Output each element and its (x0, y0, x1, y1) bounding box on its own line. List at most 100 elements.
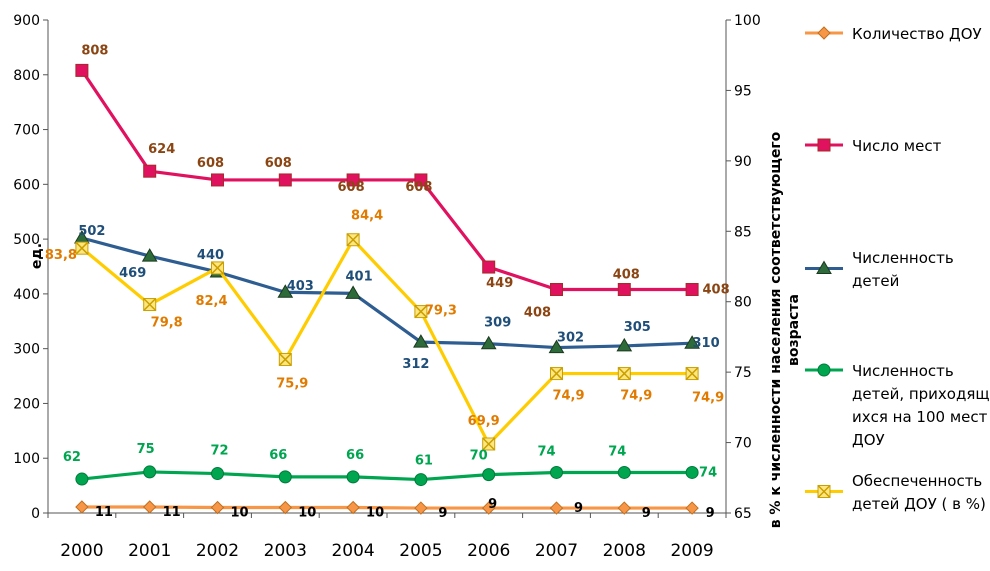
legend-label: детей, приходящ (852, 385, 990, 403)
series-5-point (617, 367, 631, 381)
marker-shape (75, 63, 89, 77)
series-5-data-label: 74,9 (552, 389, 584, 404)
y-right-axis-title-line1: в % к численности населения соответствую… (768, 131, 784, 528)
marker-shape (414, 473, 428, 487)
series-3-point (345, 285, 361, 299)
series-4-data-label: 74 (699, 465, 717, 480)
y-left-tick-label: 300 (13, 342, 40, 358)
y-left-axis-title: ед. (29, 243, 45, 269)
series-2-point (617, 283, 631, 297)
legend-marker (817, 138, 831, 152)
series-3-data-label: 309 (484, 316, 511, 331)
series-4-point (685, 465, 699, 479)
marker-shape (278, 173, 292, 187)
series-line-5 (80, 238, 693, 446)
legend-label: детей ДОУ ( в %) (852, 495, 986, 513)
marker-shape (75, 472, 89, 486)
marker-shape (345, 285, 361, 299)
marker-shape (616, 337, 633, 352)
series-2-point (278, 173, 292, 187)
series-4-data-label: 61 (415, 454, 433, 469)
marker-shape (548, 339, 565, 354)
legend-label: Количество ДОУ (852, 25, 982, 43)
marker-shape (685, 465, 699, 479)
x-tick-label: 2009 (670, 541, 713, 561)
series-4-data-label: 66 (269, 448, 287, 463)
y-right-axis-title-line2: возраста (786, 294, 802, 366)
series-1-point (75, 500, 89, 514)
series-1-point (142, 500, 157, 514)
series-line-3 (81, 236, 693, 350)
legend-marker (817, 26, 831, 40)
series-3-data-label: 502 (78, 224, 105, 239)
series-4-point (414, 473, 428, 487)
series-3-point (684, 335, 700, 349)
y-left-tick-label: 500 (13, 232, 40, 248)
series-4-data-label: 75 (137, 442, 155, 457)
series-1-data-label: 11 (163, 505, 181, 520)
marker-cross (617, 367, 631, 381)
legend-marker-cross (817, 484, 831, 499)
marker-shape (481, 501, 496, 515)
legend-marker (816, 260, 832, 274)
series-4-data-label: 66 (346, 448, 364, 463)
marker-shape (211, 173, 224, 187)
y-left-tick-label: 700 (13, 123, 40, 139)
marker-cross (210, 261, 225, 275)
series-4-point (550, 465, 563, 479)
series-4-point (75, 472, 89, 486)
series-2-data-label: 408 (524, 306, 551, 321)
series-5-point (143, 298, 157, 312)
series-1-point (210, 500, 225, 515)
series-3-point (548, 339, 565, 354)
series-4-point (482, 468, 496, 482)
legend-label: Численность (852, 362, 954, 380)
series-2-data-label: 608 (405, 180, 432, 195)
series-2-point (482, 260, 496, 274)
series-2-data-label: 449 (486, 276, 513, 291)
x-tick-label: 2000 (60, 541, 103, 561)
series-4-point (278, 470, 292, 484)
y-right-tick-label: 85 (734, 224, 752, 240)
series-1-data-label: 11 (95, 505, 113, 520)
series-5-data-label: 74,9 (692, 391, 724, 406)
marker-shape (685, 501, 699, 515)
marker-shape (549, 501, 564, 515)
series-3-point (277, 284, 294, 298)
series-1-point (685, 501, 699, 515)
marker-shape (482, 260, 496, 274)
series-1-point (549, 501, 564, 515)
series-3-data-label: 401 (346, 269, 373, 284)
legend-item-3: Численность детей (805, 249, 954, 290)
y-right-tick-label: 95 (734, 83, 752, 99)
series-2-data-label: 608 (338, 180, 365, 195)
y-right-tick-label: 80 (734, 295, 752, 311)
series-5-data-label: 82,4 (195, 294, 227, 309)
y-left-tick-label: 600 (13, 177, 40, 193)
series-2-point (685, 283, 699, 297)
legend-item-5: Обеспеченность детей ДОУ ( в %) (805, 472, 986, 513)
y-left-tick-label: 200 (13, 396, 40, 412)
series-line-4 (81, 470, 693, 482)
marker-shape (142, 500, 157, 514)
series-5-point (278, 352, 292, 366)
series-2-data-label: 608 (197, 156, 224, 171)
marker-shape (141, 248, 158, 262)
series-1-point (346, 500, 360, 515)
series-5-data-label: 84,4 (351, 209, 383, 224)
series-5-data-label: 75,9 (276, 376, 308, 391)
marker-cross (278, 352, 292, 366)
series-3-point (413, 334, 429, 348)
series-3-data-label: 440 (197, 248, 224, 263)
series-2-point (75, 63, 89, 77)
x-tick-label: 2004 (331, 541, 374, 561)
series-1-data-label: 9 (488, 497, 497, 512)
series-1-data-label: 10 (230, 506, 248, 521)
marker-shape (482, 468, 496, 482)
series-4-data-label: 70 (470, 449, 488, 464)
series-3-data-label: 302 (557, 331, 584, 346)
x-tick-label: 2003 (264, 541, 307, 561)
marker-shape (346, 173, 360, 187)
marker-shape (414, 501, 428, 515)
